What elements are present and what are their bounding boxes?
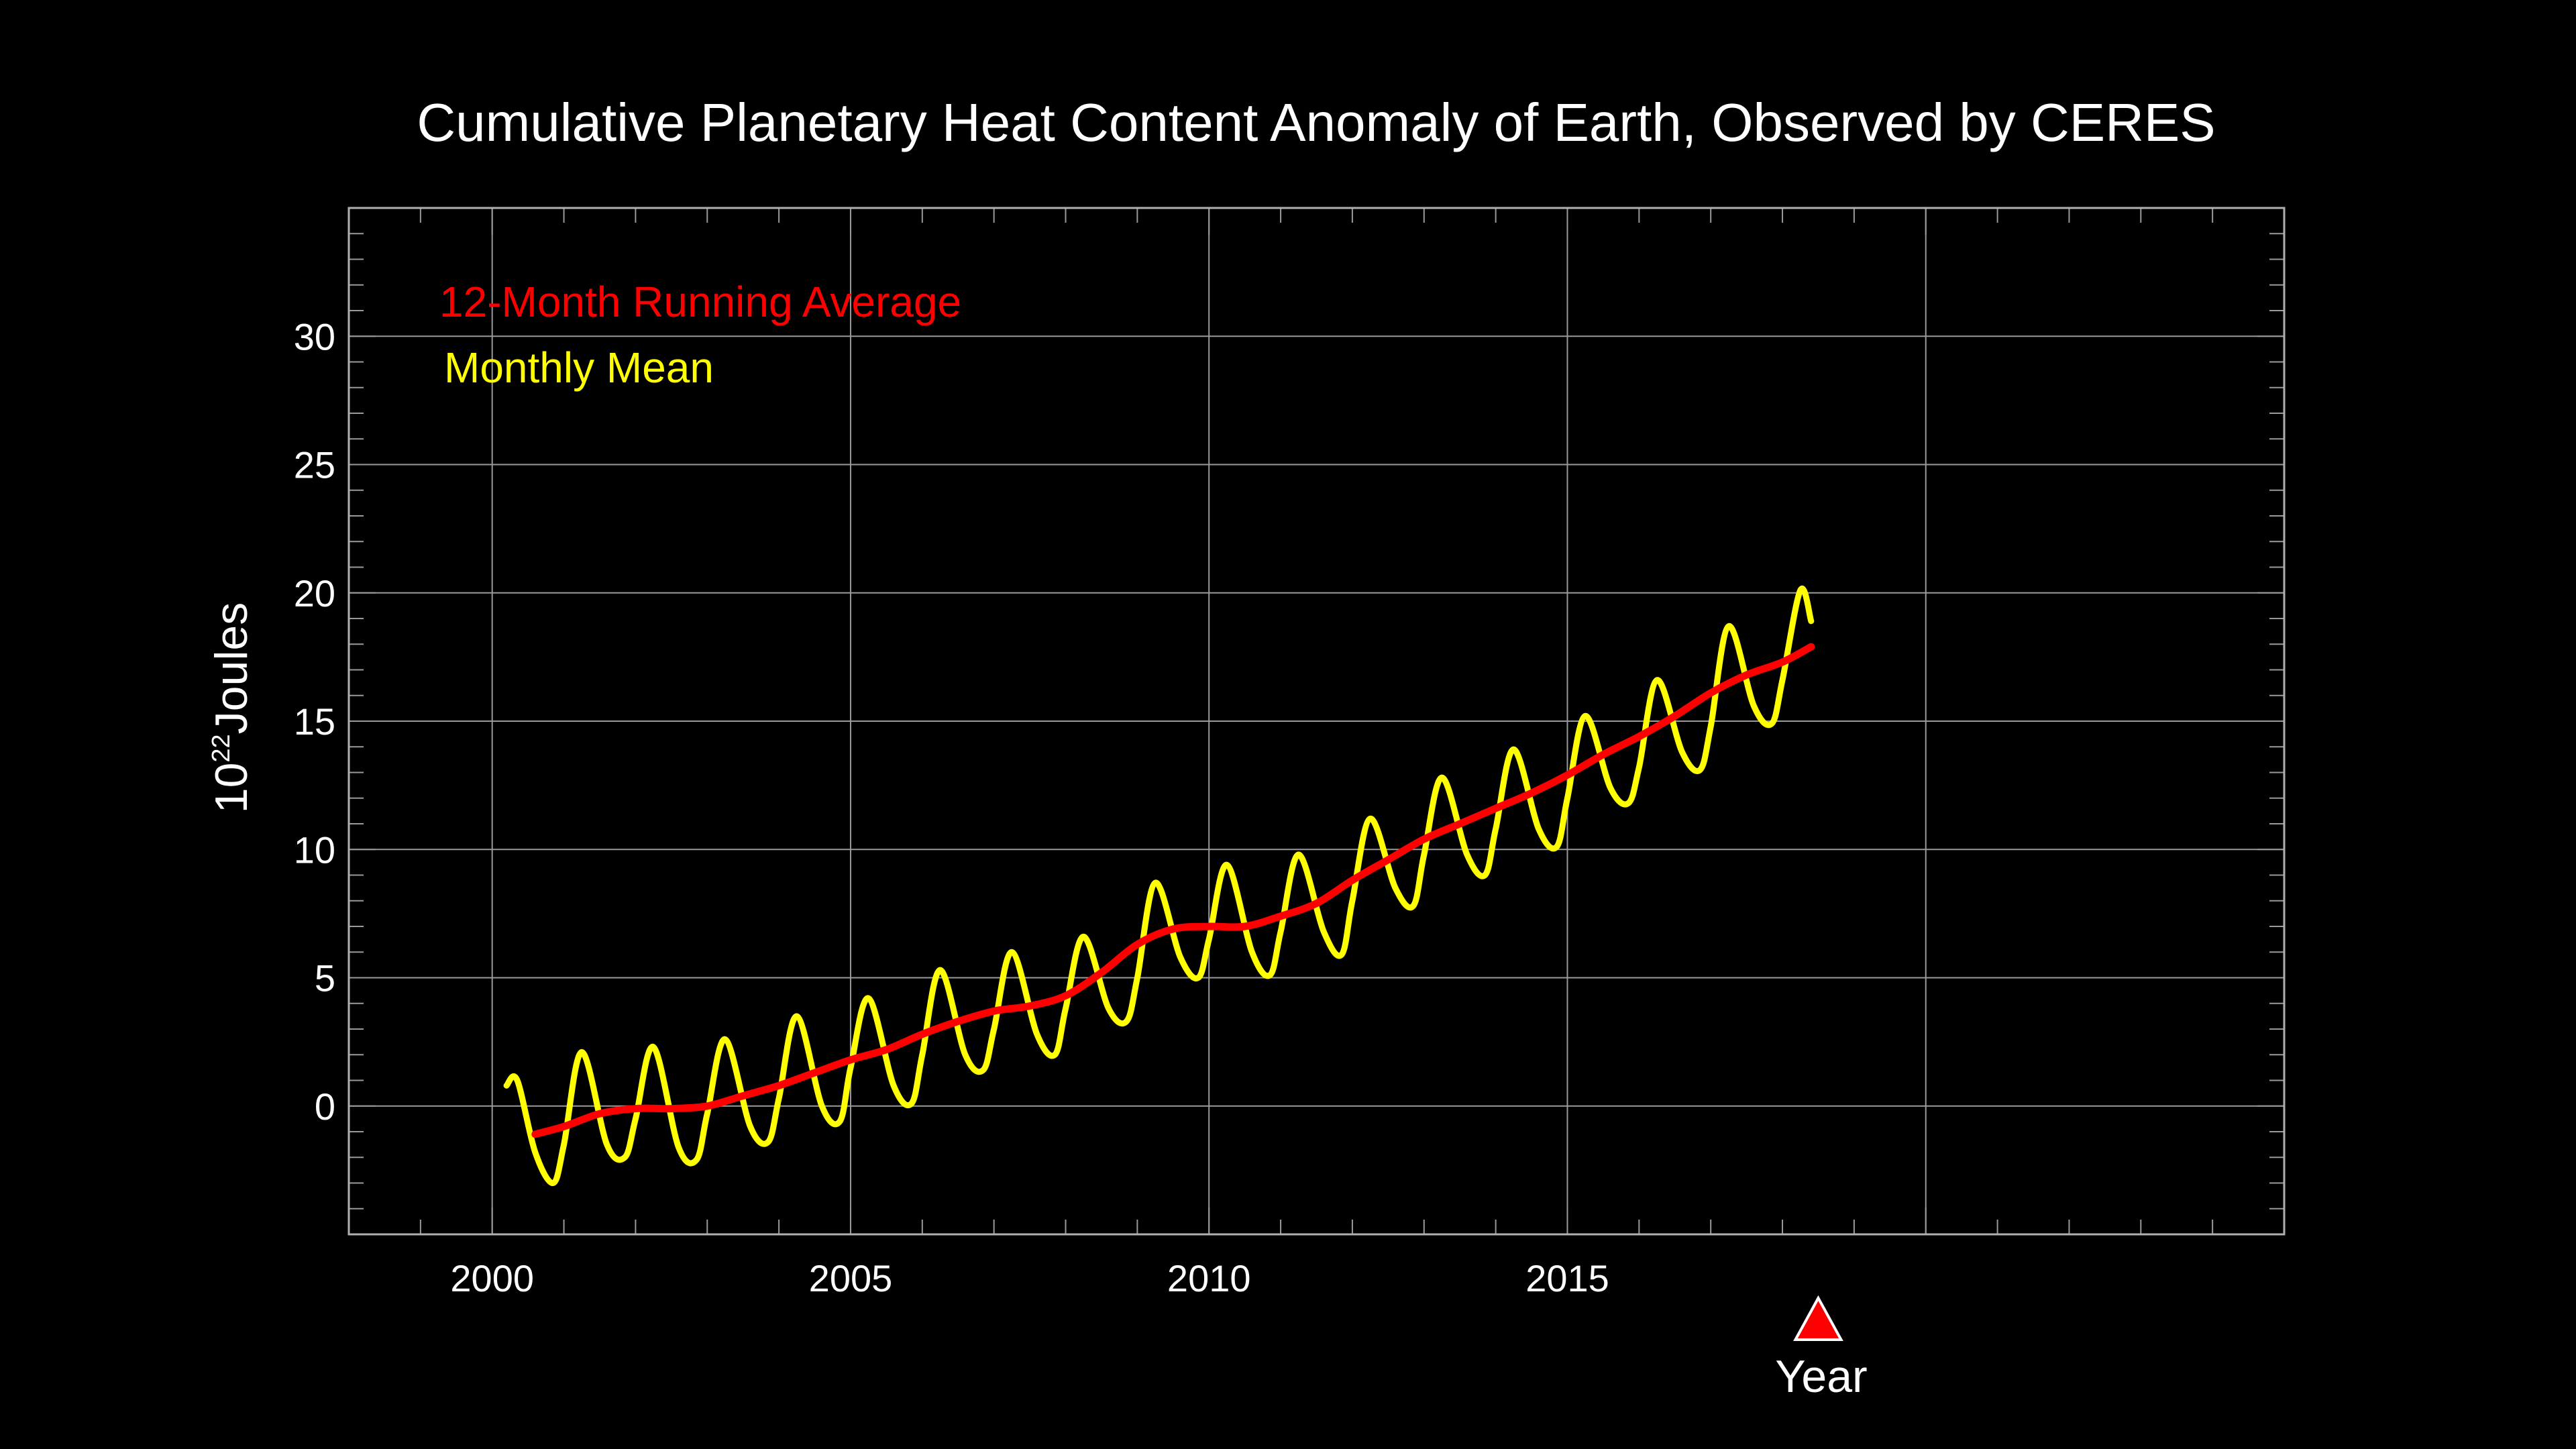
x-axis-label: Year: [1775, 1351, 1867, 1402]
y-tick-label: 5: [315, 957, 335, 1000]
legend-item-running-average: 12-Month Running Average: [439, 278, 961, 326]
series-line-running-average: [531, 643, 1815, 1138]
y-tick-label: 15: [294, 700, 335, 743]
y-axis-label: 1022Joules: [206, 602, 257, 813]
y-tick-label: 30: [294, 315, 335, 358]
y-tick-label: 20: [294, 572, 335, 614]
x-tick-label: 2000: [450, 1257, 534, 1299]
year-marker-triangle-icon: [1793, 1295, 1843, 1341]
x-tick-label: 2015: [1525, 1257, 1609, 1299]
y-axis-label-base: 10: [206, 763, 257, 814]
legend-item-monthly-mean: Monthly Mean: [444, 343, 714, 392]
y-tick-label: 0: [315, 1085, 335, 1128]
series-line-monthly-mean: [503, 585, 1815, 1186]
series-layer: [503, 585, 1815, 1186]
y-axis-label-exponent: 22: [207, 734, 235, 762]
x-tick-label: 2005: [809, 1257, 893, 1299]
y-tick-label: 25: [294, 444, 335, 486]
y-tick-label: 10: [294, 828, 335, 871]
legend: 12-Month Running Average Monthly Mean: [439, 278, 961, 392]
x-tick-label: 2010: [1167, 1257, 1251, 1299]
plot-frame: [347, 207, 2286, 1236]
tick-labels-layer: 2000 2005 2010 2015 0 5 10 15 20 25 30: [294, 315, 1609, 1299]
ticks-layer: [348, 207, 2285, 1235]
chart-title: Cumulative Planetary Heat Content Anomal…: [417, 93, 2215, 152]
y-axis-label-unit: Joules: [206, 602, 257, 735]
